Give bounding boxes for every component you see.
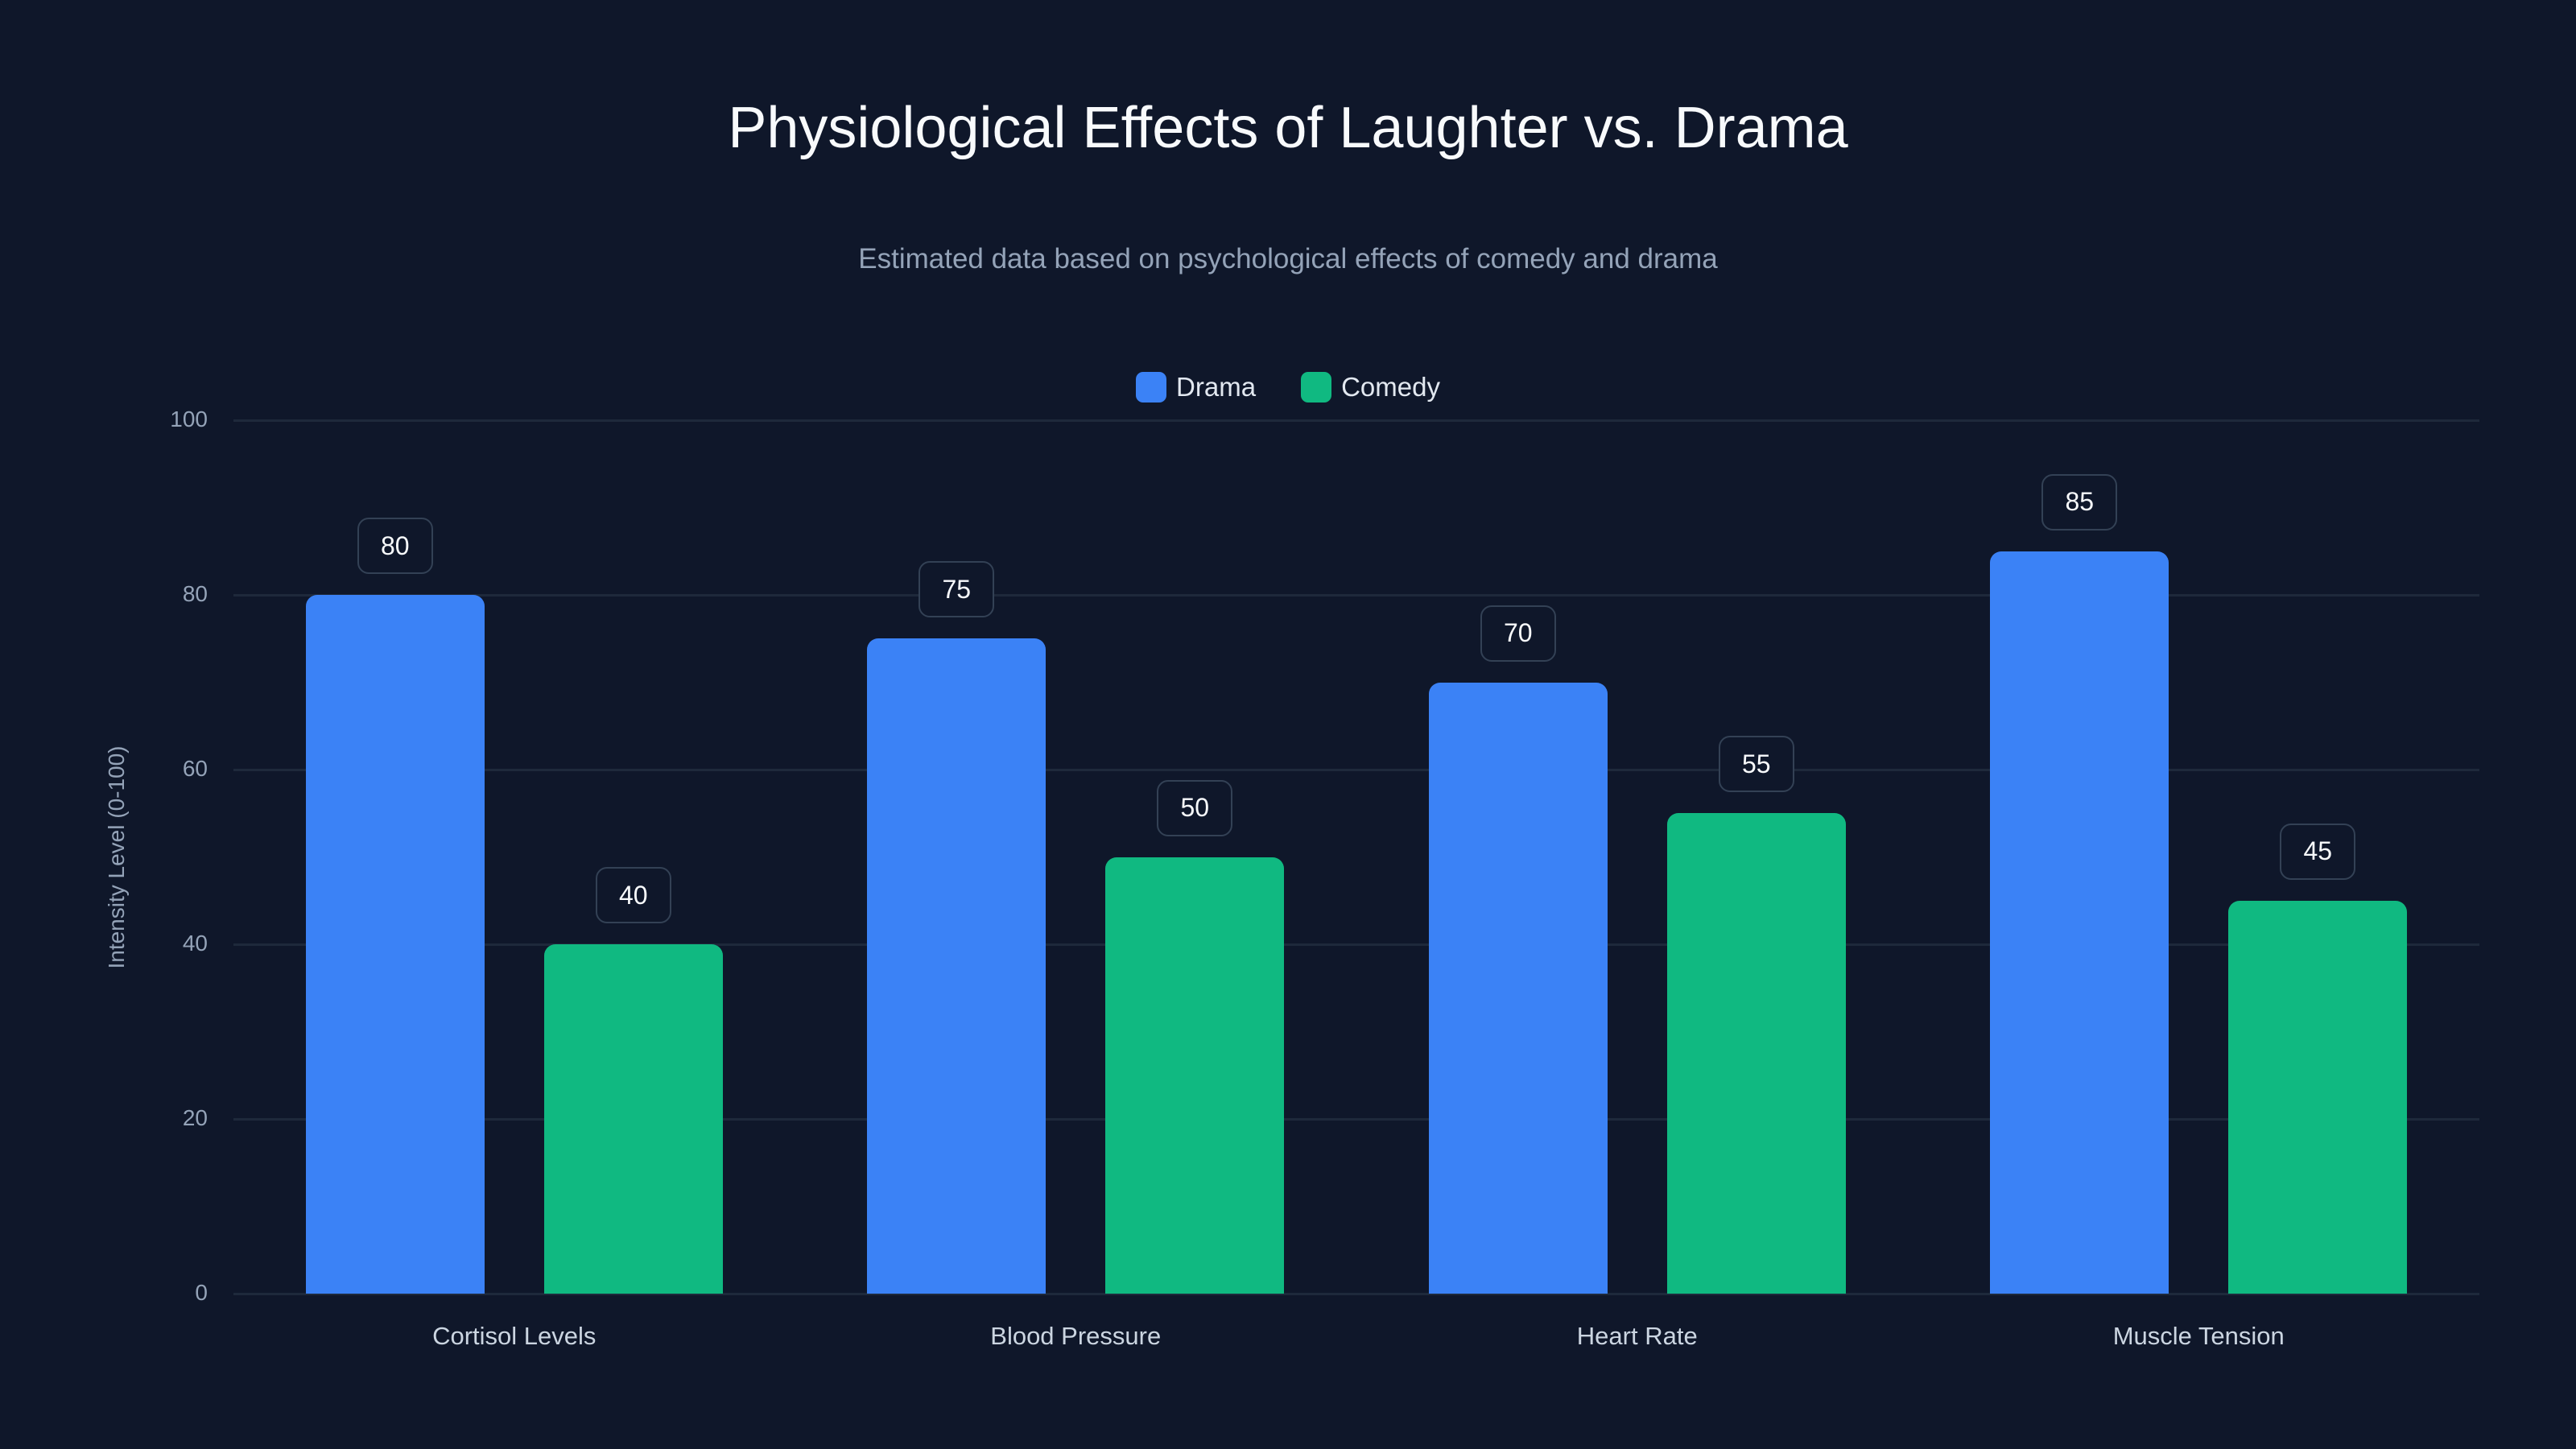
gridline — [233, 1118, 2479, 1121]
legend-label: Comedy — [1341, 372, 1440, 402]
chart-title: Physiological Effects of Laughter vs. Dr… — [728, 96, 1848, 160]
y-tick-label: 60 — [182, 756, 208, 781]
y-tick-label: 80 — [182, 581, 208, 606]
x-tick-label: Blood Pressure — [990, 1322, 1162, 1350]
bar-comedy[interactable] — [1105, 857, 1285, 1294]
y-tick-label: 100 — [170, 407, 208, 431]
value-label: 75 — [919, 561, 995, 618]
value-label: 85 — [2041, 473, 2118, 530]
bar-drama[interactable] — [1428, 682, 1608, 1294]
bar-comedy[interactable] — [2228, 900, 2408, 1294]
gridline — [233, 594, 2479, 597]
bar-drama[interactable] — [305, 595, 485, 1294]
value-label: 45 — [2280, 823, 2356, 880]
x-tick-label: Heart Rate — [1576, 1322, 1698, 1350]
drama-swatch-icon — [1136, 372, 1167, 402]
gridline — [233, 1293, 2479, 1295]
value-label: 55 — [1718, 736, 1794, 793]
bar-drama[interactable] — [867, 638, 1046, 1294]
legend-item-comedy[interactable]: Comedy — [1301, 372, 1440, 402]
legend-item-drama[interactable]: Drama — [1136, 372, 1256, 402]
y-axis-label: Intensity Level (0-100) — [104, 745, 129, 969]
plot-area: 80 40 75 50 70 55 85 45 — [233, 419, 2479, 1295]
chart-subtitle: Estimated data based on psychological ef… — [858, 243, 1718, 275]
bar-comedy[interactable] — [1666, 813, 1846, 1294]
value-label: 70 — [1480, 605, 1556, 662]
y-tick-label: 40 — [182, 931, 208, 956]
value-label: 40 — [595, 867, 671, 923]
value-label: 80 — [357, 518, 433, 574]
y-tick-label: 0 — [195, 1280, 208, 1305]
bar-comedy[interactable] — [543, 944, 723, 1294]
gridline — [233, 769, 2479, 771]
x-tick-label: Cortisol Levels — [432, 1322, 597, 1350]
gridline — [233, 943, 2479, 946]
gridline — [233, 419, 2479, 422]
bar-drama[interactable] — [1990, 551, 2169, 1294]
legend: Drama Comedy — [0, 372, 2576, 402]
legend-label: Drama — [1176, 372, 1257, 402]
x-tick-label: Muscle Tension — [2112, 1322, 2285, 1350]
comedy-swatch-icon — [1301, 372, 1332, 402]
y-tick-label: 20 — [182, 1105, 208, 1130]
value-label: 50 — [1157, 779, 1233, 836]
